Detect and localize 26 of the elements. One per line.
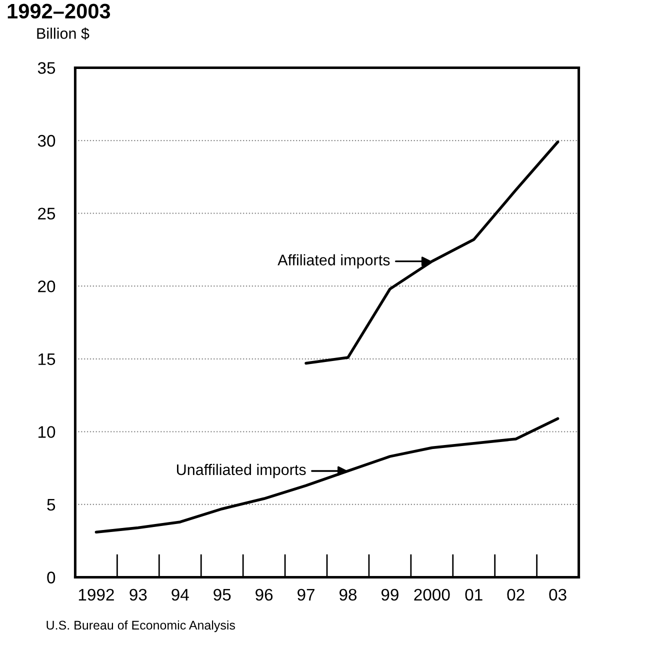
x-tick-label: 01 [465, 588, 482, 601]
x-tick-label: 1992 [78, 588, 114, 601]
y-tick-label: 30 [38, 134, 56, 147]
chart-title: 1992–2003 [8, 4, 110, 19]
x-tick-label: 97 [298, 588, 314, 601]
y-tick-label: 15 [38, 353, 56, 366]
y-tick-label: 10 [38, 426, 56, 438]
y-tick-label: 0 [47, 572, 56, 584]
y-tick-label: 25 [38, 208, 56, 220]
x-tick-label: 99 [381, 588, 398, 601]
text: U.S. Bureau of Economic Analysis [46, 620, 236, 632]
line-series [94, 417, 560, 534]
annotation: Unaffiliated imports [177, 464, 306, 478]
x-tick-label: 94 [172, 588, 189, 601]
y-axis-title: Billion $ [37, 27, 90, 40]
y-tick-label: 5 [47, 499, 56, 511]
x-tick-label: 03 [549, 588, 566, 601]
x-tick-label: 02 [507, 588, 524, 601]
annotation: Affiliated imports [278, 254, 390, 268]
y-tick-label: 35 [38, 62, 56, 74]
x-tick-label: 96 [256, 588, 273, 601]
x-tick-label: 2000 [414, 588, 450, 601]
x-tick-label: 95 [214, 588, 231, 601]
x-tick-label: 98 [339, 588, 357, 601]
x-tick-label: 93 [130, 588, 147, 601]
y-tick-label: 20 [38, 280, 56, 292]
